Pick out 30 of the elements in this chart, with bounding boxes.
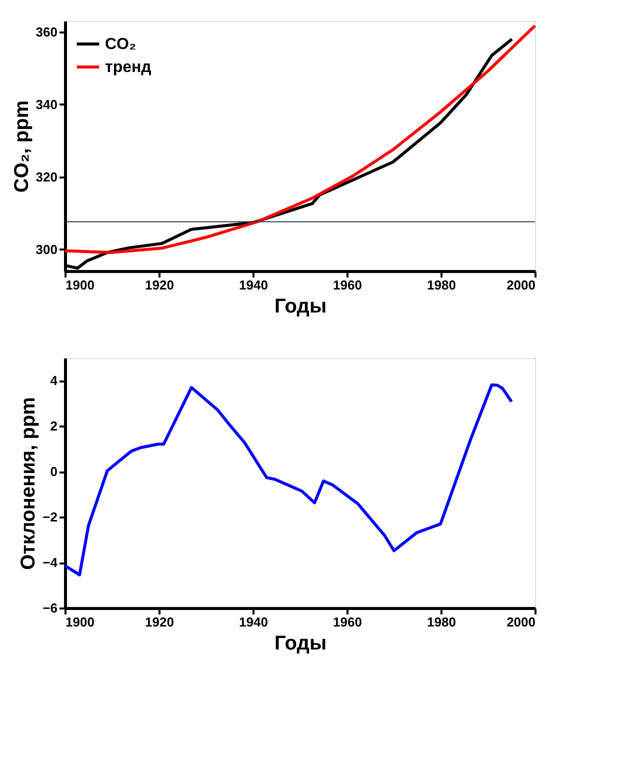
y-tick-label: 2: [50, 418, 58, 434]
x-tick-label: 1960: [333, 278, 362, 292]
x-tick-label: 1940: [239, 278, 268, 292]
legend-label: тренд: [105, 59, 152, 76]
x-tick-label: 1900: [66, 614, 94, 630]
x-tick-label: 1900: [66, 278, 94, 292]
x-tick-label: 1920: [145, 278, 174, 292]
y-axis-title: CO₂, ppm: [10, 100, 33, 193]
x-tick-label: 2000: [506, 278, 536, 292]
y-tick-label: 4: [50, 373, 58, 388]
x-tick-label: 1960: [333, 614, 362, 630]
x-tick-label: 1980: [427, 278, 456, 292]
y-tick-label: 320: [36, 169, 58, 184]
y-tick-label: 360: [36, 24, 58, 40]
x-axis-title: Годы: [274, 632, 327, 654]
y-axis-title: Отклонения, ppm: [18, 397, 40, 570]
x-tick-label: 1980: [427, 614, 456, 630]
legend-label: CO₂: [105, 36, 136, 53]
y-tick-label: 0: [50, 464, 58, 480]
x-axis-title: Годы: [274, 296, 327, 318]
y-tick-label: −6: [42, 600, 58, 616]
x-tick-label: 1920: [145, 614, 174, 630]
x-tick-label: 1940: [239, 614, 268, 630]
y-tick-label: 340: [36, 96, 58, 112]
line-series: [64, 383, 513, 576]
y-tick-label: −2: [42, 510, 58, 525]
y-tick-label: 300: [36, 242, 58, 257]
x-tick-label: 2000: [506, 614, 536, 630]
line-series: [64, 24, 536, 254]
y-tick-label: −4: [42, 555, 58, 570]
